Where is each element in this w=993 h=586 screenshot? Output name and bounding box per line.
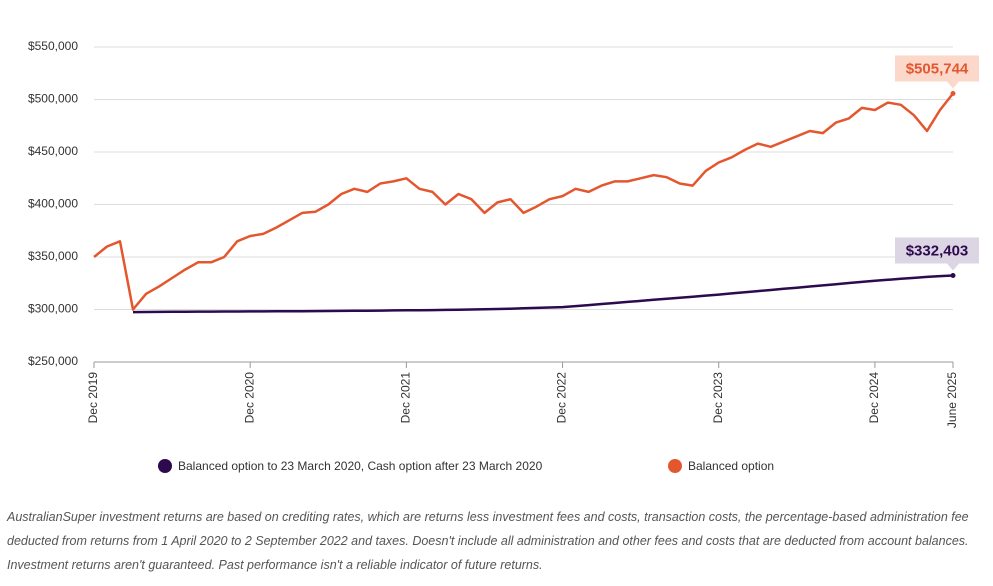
chart: $250,000 $300,000 $350,000 $400,000 $450,000… [28,39,979,473]
legend-label: Balanced option to 23 March 2020, Cash o… [178,459,543,473]
y-tick-label: $550,000 [28,39,78,53]
value-callout: $332,403 [895,237,979,278]
x-tick-label: Dec 2022 [555,372,569,424]
y-tick-label: $350,000 [28,249,78,263]
series-line [93,92,954,311]
callout-pointer [947,81,959,89]
y-tick-label: $450,000 [28,144,78,158]
end-point [950,272,956,278]
x-tick-label: Dec 2024 [867,372,881,424]
x-tick-label: Dec 2020 [242,372,256,424]
value-callout: $505,744 [895,55,979,96]
x-tick-label: Dec 2021 [399,372,413,424]
callout-pointer [947,263,959,271]
legend-label: Balanced option [688,459,774,473]
legend-swatch [668,459,682,473]
data-label: $505,744 [906,60,969,77]
x-tick-label: Dec 2019 [86,372,100,424]
legend-swatch [158,459,172,473]
x-tick-label: Dec 2023 [711,372,725,424]
callout-box [895,55,979,82]
y-tick-label: $500,000 [28,92,78,106]
data-label: $332,403 [906,242,969,259]
series-line [132,274,954,314]
x-tick-label: June 2025 [945,372,959,428]
y-tick-label: $400,000 [28,197,78,211]
y-tick-label: $250,000 [28,354,78,368]
footnote: AustralianSuper investment returns are b… [7,510,969,572]
callout-box [895,237,979,264]
end-point [950,90,956,96]
y-tick-label: $300,000 [28,302,78,316]
